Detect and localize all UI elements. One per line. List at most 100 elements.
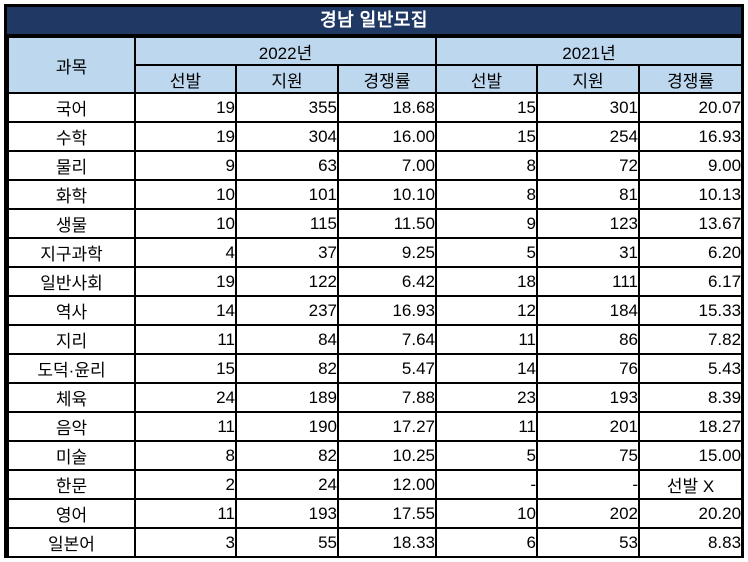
table-row: 역사 14 237 16.93 12 184 15.33 [7,295,744,326]
cell-subject: 역사 [7,295,136,326]
table-row: 도덕·윤리 15 82 5.47 14 76 5.43 [7,353,744,384]
column-header-2022-selection: 선발 [134,64,237,94]
table-row: 일본어 3 55 18.33 6 53 8.83 [7,527,744,558]
cell-2022-ratio: 7.00 [336,150,438,181]
cell-2021-applicants: 301 [536,92,641,123]
cell-2022-applicants: 82 [235,353,339,384]
cell-subject: 생물 [7,208,136,239]
cell-subject: 미술 [7,440,136,471]
cell-subject: 일반사회 [7,266,136,297]
year-group-header-2021: 2021년 [435,36,744,66]
year-group-header-2022: 2022년 [133,36,438,66]
table-row: 미술 8 82 10.25 5 75 15.00 [7,440,744,471]
cell-2022-applicants: 82 [235,440,339,471]
cell-2022-ratio: 10.25 [336,440,438,471]
cell-2021-ratio: 6.17 [638,266,744,297]
cell-subject: 화학 [7,179,136,210]
cell-subject: 물리 [7,150,136,181]
cell-2022-ratio: 7.64 [336,324,438,355]
cell-2022-ratio: 18.33 [336,527,438,558]
cell-2021-ratio: 18.27 [638,411,744,442]
cell-2021-ratio: 10.13 [638,179,744,210]
admissions-table: 과목 2022년 2021년 선발 지원 경쟁률 선발 지원 경쟁률 국어 19 3… [7,36,744,558]
cell-2021-ratio: 8.39 [638,382,744,413]
cell-2022-ratio: 16.00 [336,121,438,152]
admissions-table-frame: 경남 일반모집 과목 2022년 2021년 선발 지원 경쟁률 선발 지원 경 [4,4,744,558]
cell-2022-ratio: 17.27 [336,411,438,442]
cell-2021-applicants: 31 [536,237,641,268]
cell-2022-selection: 10 [134,208,237,239]
cell-2021-ratio: 6.20 [638,237,744,268]
table-row: 영어 11 193 17.55 10 202 20.20 [7,498,744,529]
cell-2021-applicants: 184 [536,295,641,326]
cell-2022-ratio: 9.25 [336,237,438,268]
cell-2021-selection: 15 [435,92,539,123]
column-header-subject: 과목 [7,36,136,94]
cell-2022-selection: 9 [134,150,237,181]
cell-2021-ratio: 5.43 [638,353,744,384]
cell-2021-ratio: 13.67 [638,208,744,239]
cell-2022-selection: 11 [134,324,237,355]
cell-2022-applicants: 122 [235,266,339,297]
cell-2022-applicants: 84 [235,324,339,355]
table-row: 한문 2 24 12.00- - 선발 X [7,469,744,500]
cell-2021-selection: 5 [435,440,539,471]
cell-2022-applicants: 193 [235,498,339,529]
cell-2022-applicants: 63 [235,150,339,181]
cell-2021-applicants: 254 [536,121,641,152]
column-header-2021-applicants: 지원 [536,64,641,94]
table-row: 수학 19 304 16.00 15 254 16.93 [7,121,744,152]
cell-2021-ratio: 7.82 [638,324,744,355]
cell-2022-applicants: 37 [235,237,339,268]
cell-2022-ratio: 10.10 [336,179,438,210]
cell-subject: 체육 [7,382,136,413]
cell-subject: 지구과학 [7,237,136,268]
cell-2022-applicants: 190 [235,411,339,442]
column-header-2022-applicants: 지원 [235,64,339,94]
cell-2021-selection: 8 [435,150,539,181]
column-header-2021-selection: 선발 [435,64,539,94]
cell-2022-applicants: 24 [235,469,339,500]
cell-2022-selection: 4 [134,237,237,268]
cell-2022-selection: 24 [134,382,237,413]
cell-2022-selection: 8 [134,440,237,471]
cell-2022-ratio: 16.93 [336,295,438,326]
cell-2021-applicants: 202 [536,498,641,529]
cell-2021-applicants: 75 [536,440,641,471]
cell-2022-selection: 15 [134,353,237,384]
cell-2021-selection: 15 [435,121,539,152]
cell-2021-applicants: 72 [536,150,641,181]
cell-2021-applicants: 86 [536,324,641,355]
cell-subject: 도덕·윤리 [7,353,136,384]
cell-2021-selection: - [435,469,539,500]
table-row: 체육 24 189 7.88 23 193 8.39 [7,382,744,413]
table-body: 국어 19 355 18.68 15 301 20.07 수학 19 304 16.00 15 254 1… [7,92,744,558]
column-header-2022-ratio: 경쟁률 [336,64,438,94]
cell-2021-selection: 18 [435,266,539,297]
cell-2021-applicants: 76 [536,353,641,384]
cell-2021-ratio: 8.83 [638,527,744,558]
table-title: 경남 일반모집 [7,7,741,36]
cell-subject: 수학 [7,121,136,152]
column-header-2021-ratio: 경쟁률 [638,64,744,94]
cell-2021-applicants: 123 [536,208,641,239]
cell-2021-ratio: 16.93 [638,121,744,152]
cell-subject: 영어 [7,498,136,529]
cell-2022-applicants: 101 [235,179,339,210]
cell-2022-ratio: 6.42 [336,266,438,297]
cell-2021-applicants: 81 [536,179,641,210]
cell-subject: 한문 [7,469,136,500]
cell-2022-applicants: 237 [235,295,339,326]
cell-2021-selection: 5 [435,237,539,268]
cell-subject: 음악 [7,411,136,442]
table-row: 지구과학 4 37 9.25 5 31 6.20 [7,237,744,268]
cell-2022-ratio: 7.88 [336,382,438,413]
cell-subject: 지리 [7,324,136,355]
table-row: 국어 19 355 18.68 15 301 20.07 [7,92,744,123]
cell-2021-applicants: 201 [536,411,641,442]
table-row: 일반사회 19 122 6.42 18 111 6.17 [7,266,744,297]
cell-2021-ratio: 15.33 [638,295,744,326]
cell-2021-selection: 14 [435,353,539,384]
cell-2022-applicants: 189 [235,382,339,413]
cell-2022-applicants: 304 [235,121,339,152]
